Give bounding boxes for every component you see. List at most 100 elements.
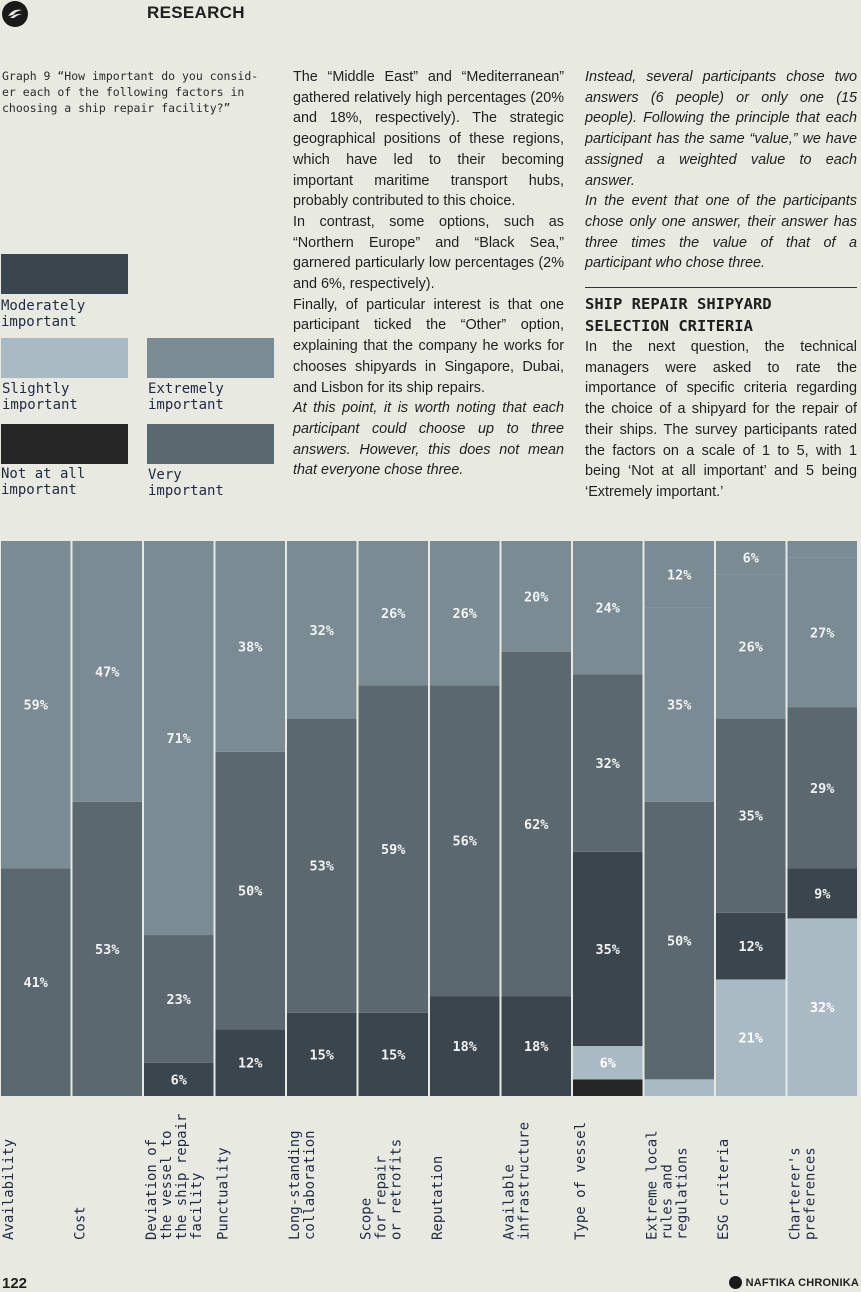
bar-segment (358, 685, 428, 1013)
brand-name: NAFTIKA CHRONIKA (745, 1276, 859, 1289)
data-label: 9% (814, 886, 831, 902)
category-label: Available infrastructure (502, 1122, 533, 1240)
data-label: 71% (167, 731, 192, 747)
paragraph: Finally, of particular interest is that … (293, 296, 564, 396)
bar-segment (287, 541, 357, 719)
category-label-line: ESG criteria (716, 1139, 732, 1240)
category-label: Punctuality (216, 1147, 232, 1240)
legend-swatch-slightly (1, 338, 128, 378)
data-label: 15% (381, 1047, 406, 1063)
legend-label-moderately: Moderately important (1, 298, 86, 330)
category-label-line: regulations (675, 1147, 691, 1240)
section-title: RESEARCH (147, 3, 245, 22)
bar-segment (573, 541, 643, 675)
bar-segment (716, 979, 786, 1096)
bar-segment (287, 718, 357, 1013)
data-label: 26% (739, 639, 764, 655)
bar-segment (287, 1012, 357, 1096)
data-label: 15% (310, 1047, 335, 1063)
data-label: 32% (310, 623, 335, 639)
bar-segment (716, 541, 786, 575)
category-label-line: the ship repair (174, 1114, 190, 1240)
category-label-line: rules and (660, 1164, 676, 1240)
category-label: Availability (1, 1139, 17, 1240)
data-label: 20% (524, 590, 549, 606)
data-label: 12% (739, 939, 764, 955)
stacked-bar-chart: 41% 59% Availability 53% 47% Cost 6% 23% 71% Devi… (1, 541, 857, 1240)
bar-segment (1, 868, 71, 1096)
brand-footer: NAFTIKA CHRONIKA (728, 1276, 859, 1289)
data-label: 50% (667, 934, 692, 950)
data-label: 12% (667, 567, 692, 583)
category-label-line: Deviation of (144, 1139, 160, 1240)
bar-segment (72, 801, 142, 1096)
bar-segment (144, 1062, 214, 1096)
category-label-line: Scope (359, 1198, 375, 1240)
data-label: 23% (167, 992, 192, 1008)
data-label: 18% (524, 1039, 549, 1055)
data-label: 50% (238, 884, 263, 900)
category-label: Deviation of the vessel to the ship repair… (144, 1114, 205, 1240)
bar-segment (716, 574, 786, 719)
data-label: 12% (238, 1056, 263, 1072)
bar-segment (358, 541, 428, 686)
data-label: 47% (95, 664, 120, 680)
data-label: 32% (810, 1000, 835, 1016)
bar-segment (72, 541, 142, 802)
graph-caption: Graph 9 “How important do you consid- er… (2, 69, 259, 115)
category-label-line: Available (502, 1164, 518, 1240)
bar-segment (573, 851, 643, 1047)
bar-segment (573, 1079, 643, 1096)
legend-swatch-moderately (1, 254, 128, 294)
data-label: 53% (95, 942, 120, 958)
section-heading: SHIP REPAIR SHIPYARD SELECTION CRITERIA (585, 295, 772, 335)
page-number: 122 (2, 1275, 28, 1292)
bar-segment (644, 541, 714, 608)
bar-segment (644, 607, 714, 802)
italic-text: At this point, it is worth noting that e… (293, 400, 564, 479)
paragraph: In the next question, the technical mana… (585, 339, 857, 500)
data-label: 26% (381, 606, 406, 622)
section-divider (585, 287, 857, 288)
category-label-line: Charterer's (788, 1147, 804, 1240)
bar-segment (430, 685, 500, 997)
category-label: Charterer's preferences (788, 1147, 819, 1240)
data-label: 59% (381, 842, 406, 858)
bar-segment (787, 707, 857, 869)
category-label-line: or retrofits (389, 1139, 405, 1240)
paragraph: At this point, it is worth noting that e… (293, 398, 564, 481)
bar-segment (716, 912, 786, 980)
data-label: 32% (596, 756, 621, 772)
category-label: Reputation (430, 1156, 446, 1240)
category-label-line: the vessel to (159, 1130, 175, 1240)
brand-logo-icon (728, 1276, 742, 1289)
legend-label-slightly: Slightly important (2, 381, 78, 413)
bar-segment (215, 1029, 285, 1096)
italic-text: Instead, several participants chose two … (585, 69, 857, 189)
bar-segment (787, 541, 857, 558)
paragraph: In the event that one of the participant… (585, 191, 857, 274)
legend-label-very: Very important (148, 467, 224, 499)
data-label: 27% (810, 626, 835, 642)
bar-segment (430, 541, 500, 686)
category-label: Cost (73, 1206, 89, 1240)
data-label: 18% (453, 1039, 478, 1055)
data-label: 35% (596, 942, 621, 958)
bar-segment (144, 935, 214, 1063)
bar-segment (215, 541, 285, 752)
data-label: 24% (596, 601, 621, 617)
category-label: Long-standing collaboration (287, 1130, 318, 1240)
article-column-2: Instead, several participants chose two … (585, 67, 857, 274)
bar-segment (716, 718, 786, 913)
category-label-line: infrastructure (517, 1122, 533, 1240)
data-label: 35% (739, 809, 764, 825)
category-label-line: Punctuality (216, 1147, 232, 1240)
magazine-logo-icon (2, 1, 28, 27)
category-label-line: collaboration (302, 1130, 318, 1240)
article-column-2-lower: In the next question, the technical mana… (585, 337, 857, 503)
bar-segment (787, 868, 857, 919)
data-label: 6% (600, 1056, 617, 1072)
category-label-line: Availability (1, 1139, 17, 1240)
category-label-line: preferences (803, 1147, 819, 1240)
legend-label-extremely: Extremely important (148, 381, 224, 413)
